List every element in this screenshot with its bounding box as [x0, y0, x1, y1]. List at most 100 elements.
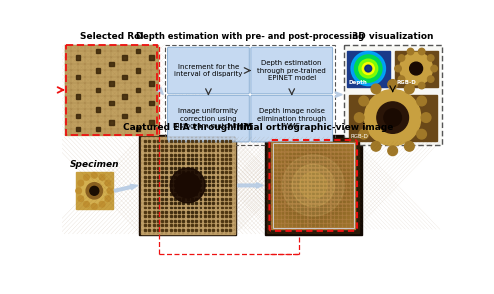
Bar: [351, 193, 353, 194]
Circle shape: [83, 175, 89, 180]
Bar: [178, 198, 180, 200]
Bar: [274, 145, 276, 146]
Circle shape: [395, 65, 401, 72]
Bar: [161, 211, 163, 213]
Bar: [109, 81, 114, 86]
Bar: [289, 216, 291, 218]
Bar: [297, 205, 299, 206]
Bar: [301, 224, 302, 226]
Bar: [309, 213, 310, 214]
Bar: [309, 157, 310, 158]
Bar: [200, 198, 202, 200]
Bar: [229, 184, 231, 186]
Bar: [293, 165, 295, 166]
Bar: [331, 173, 333, 174]
Text: RGB-D: RGB-D: [396, 80, 416, 85]
Bar: [293, 153, 295, 154]
Bar: [153, 176, 155, 178]
Bar: [216, 184, 218, 186]
Bar: [289, 224, 291, 226]
Bar: [312, 161, 314, 162]
Bar: [161, 198, 163, 200]
Bar: [229, 202, 231, 204]
Bar: [165, 189, 167, 191]
Bar: [331, 149, 333, 151]
Bar: [320, 185, 322, 186]
Bar: [289, 201, 291, 202]
Bar: [229, 167, 231, 169]
Bar: [297, 153, 299, 154]
Bar: [135, 127, 140, 131]
Bar: [187, 215, 189, 217]
Bar: [208, 171, 210, 173]
Circle shape: [410, 62, 422, 75]
Bar: [229, 193, 231, 195]
Bar: [339, 181, 341, 182]
Bar: [286, 205, 287, 206]
Bar: [305, 196, 306, 198]
Bar: [309, 149, 310, 151]
Bar: [289, 188, 291, 190]
Bar: [286, 145, 287, 146]
Bar: [309, 188, 310, 190]
Bar: [289, 149, 291, 151]
Bar: [331, 196, 333, 198]
Bar: [195, 202, 197, 204]
Bar: [200, 158, 202, 160]
Bar: [178, 171, 180, 173]
Bar: [96, 68, 100, 73]
Bar: [195, 158, 197, 160]
Bar: [225, 184, 227, 186]
Bar: [351, 208, 353, 210]
Bar: [274, 181, 276, 182]
Bar: [149, 101, 154, 105]
Circle shape: [400, 52, 432, 85]
Bar: [182, 140, 184, 142]
Bar: [343, 224, 345, 226]
Bar: [182, 176, 184, 178]
Bar: [225, 167, 227, 169]
Bar: [225, 158, 227, 160]
Bar: [328, 165, 329, 166]
Bar: [225, 215, 227, 217]
Bar: [282, 213, 284, 214]
Bar: [204, 224, 206, 226]
Bar: [191, 153, 193, 156]
Bar: [289, 165, 291, 166]
Bar: [212, 149, 214, 151]
Bar: [157, 198, 159, 200]
Bar: [153, 193, 155, 195]
Bar: [174, 180, 176, 182]
Bar: [216, 149, 218, 151]
Bar: [309, 181, 310, 182]
Bar: [297, 196, 299, 198]
Bar: [278, 149, 280, 151]
Bar: [212, 198, 214, 200]
Bar: [204, 215, 206, 217]
Bar: [200, 202, 202, 204]
Bar: [305, 188, 306, 190]
Bar: [195, 228, 197, 230]
Bar: [178, 184, 180, 186]
Bar: [278, 181, 280, 182]
Bar: [200, 145, 202, 147]
Bar: [191, 189, 193, 191]
Bar: [347, 185, 349, 186]
Bar: [324, 145, 326, 146]
Bar: [335, 168, 337, 170]
Bar: [161, 215, 163, 217]
Bar: [191, 215, 193, 217]
Bar: [274, 153, 276, 154]
Bar: [144, 228, 146, 230]
Bar: [204, 211, 206, 213]
Circle shape: [427, 55, 434, 61]
Text: Specimen: Specimen: [70, 160, 119, 169]
Bar: [66, 45, 157, 135]
Bar: [174, 228, 176, 230]
Circle shape: [99, 201, 105, 207]
Bar: [347, 224, 349, 226]
Bar: [316, 177, 318, 178]
Bar: [178, 180, 180, 182]
Bar: [208, 206, 210, 208]
Bar: [221, 189, 223, 191]
